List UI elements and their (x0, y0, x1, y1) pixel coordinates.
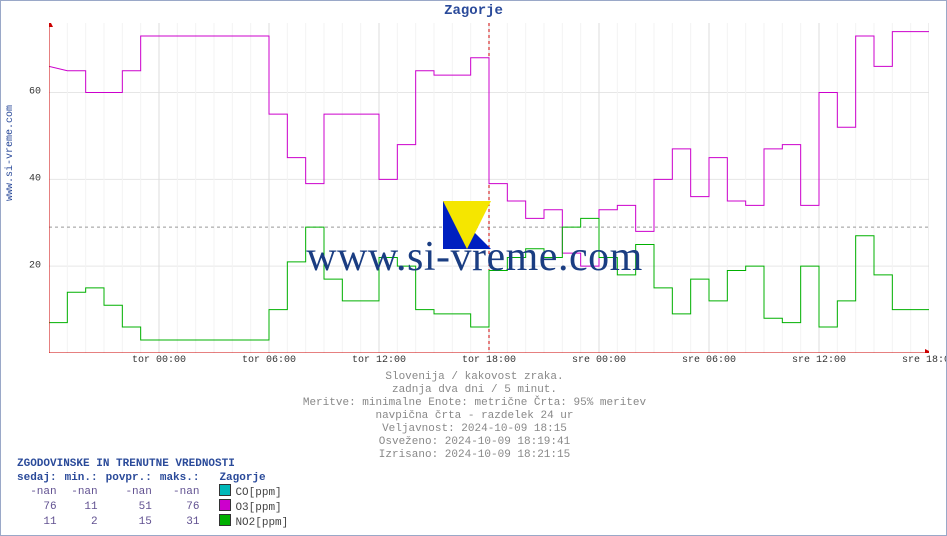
stats-value: 51 (106, 499, 160, 514)
subtitle-line: navpična črta - razdelek 24 ur (1, 410, 947, 423)
stats-value: -nan (17, 484, 65, 499)
subtitle-line: Meritve: minimalne Enote: metrične Črta:… (1, 397, 947, 410)
x-tick: sre 12:00 (792, 355, 846, 366)
legend-cell: CO[ppm] (207, 484, 288, 499)
legend-cell: NO2[ppm] (207, 514, 288, 529)
subtitle-line: Osveženo: 2024-10-09 18:19:41 (1, 436, 947, 449)
plot-svg (49, 23, 929, 353)
stats-value: 11 (17, 514, 65, 529)
stats-table-area: ZGODOVINSKE IN TRENUTNE VREDNOSTI sedaj:… (17, 458, 932, 529)
stats-header: min.: (65, 472, 106, 484)
stats-value: 11 (65, 499, 106, 514)
chart-card: Zagorje www.si-vreme.com 204060 www.si-v… (0, 0, 947, 536)
y-axis-ticks: 20 40 60 (1, 23, 45, 353)
legend-swatch (219, 499, 231, 511)
x-tick: tor 06:00 (242, 355, 296, 366)
x-tick: tor 12:00 (352, 355, 406, 366)
stats-value: 76 (17, 499, 65, 514)
plot-area (49, 23, 929, 353)
stats-value: 31 (160, 514, 208, 529)
stats-value: -nan (160, 484, 208, 499)
stats-header: maks.: (160, 472, 208, 484)
stats-value: 15 (106, 514, 160, 529)
table-row: 76115176O3[ppm] (17, 499, 288, 514)
legend-cell: O3[ppm] (207, 499, 288, 514)
subtitle-line: zadnja dva dni / 5 minut. (1, 384, 947, 397)
legend-swatch (219, 514, 231, 526)
stats-header: sedaj: (17, 472, 65, 484)
stats-value: -nan (106, 484, 160, 499)
stats-value: 76 (160, 499, 208, 514)
y-tick: 40 (29, 174, 41, 185)
table-row: -nan-nan-nan-nanCO[ppm] (17, 484, 288, 499)
stats-table: sedaj:min.:povpr.:maks.:Zagorje-nan-nan-… (17, 472, 288, 529)
stats-header: povpr.: (106, 472, 160, 484)
x-tick: tor 00:00 (132, 355, 186, 366)
y-tick: 20 (29, 261, 41, 272)
x-tick: sre 06:00 (682, 355, 736, 366)
stats-value: 2 (65, 514, 106, 529)
chart-subtitles: Slovenija / kakovost zraka.zadnja dva dn… (1, 371, 947, 462)
subtitle-line: Veljavnost: 2024-10-09 18:15 (1, 423, 947, 436)
x-tick: tor 18:00 (462, 355, 516, 366)
x-tick: sre 00:00 (572, 355, 626, 366)
x-tick: sre 18:00 (902, 355, 947, 366)
table-row: 1121531NO2[ppm] (17, 514, 288, 529)
x-axis-ticks: tor 00:00 tor 06:00 tor 12:00 tor 18:00 sre … (49, 355, 929, 369)
y-tick: 60 (29, 87, 41, 98)
stats-location: Zagorje (207, 472, 288, 484)
watermark-logo (443, 201, 491, 249)
subtitle-line: Slovenija / kakovost zraka. (1, 371, 947, 384)
stats-value: -nan (65, 484, 106, 499)
legend-swatch (219, 484, 231, 496)
stats-table-title: ZGODOVINSKE IN TRENUTNE VREDNOSTI (17, 458, 932, 470)
chart-title: Zagorje (1, 1, 946, 19)
